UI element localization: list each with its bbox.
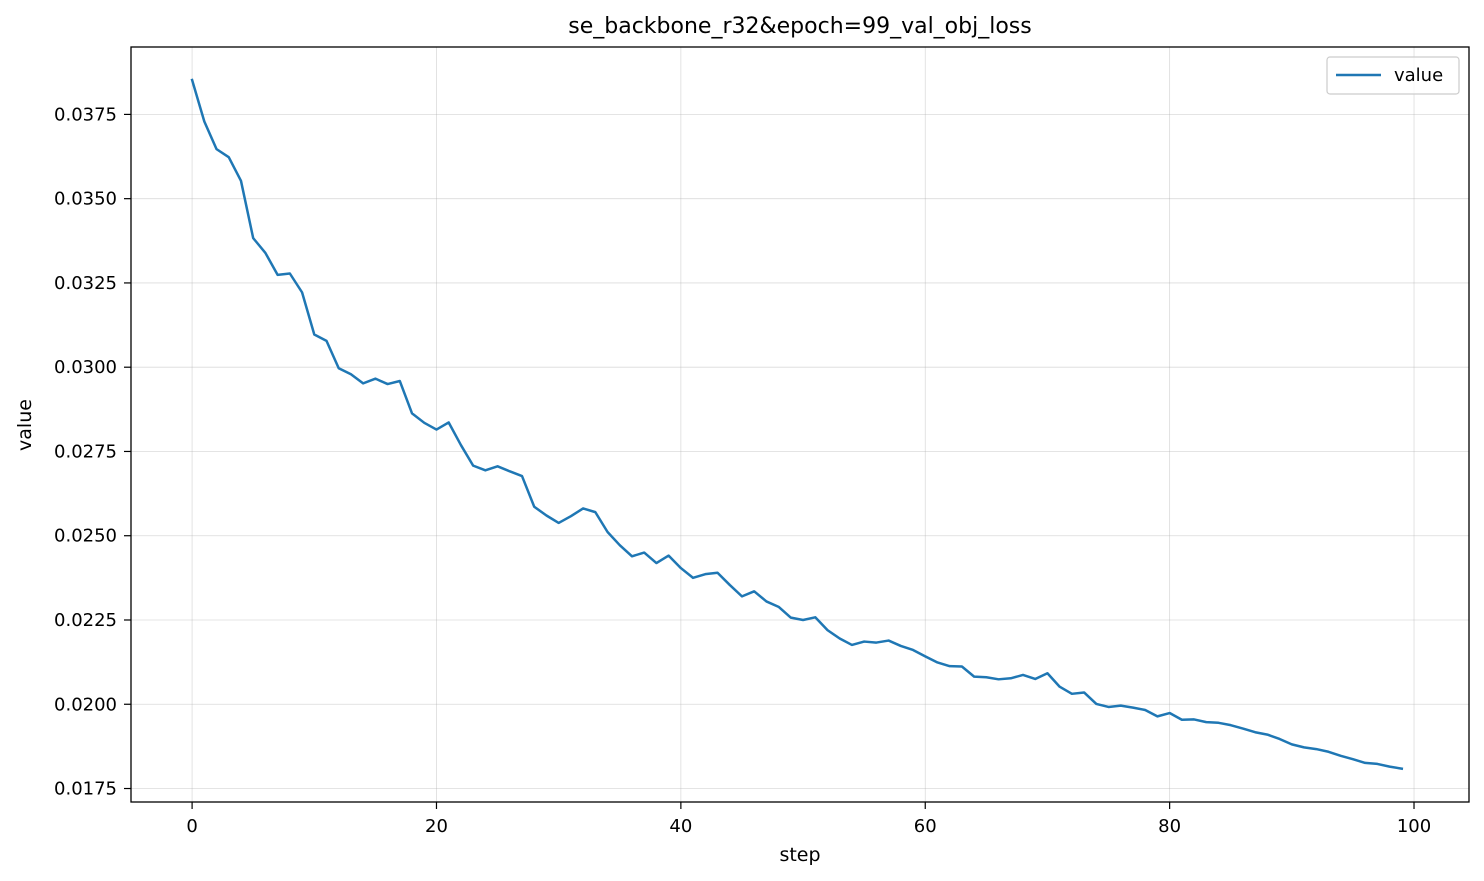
y-axis-label: value (14, 399, 36, 451)
y-tick-label: 0.0225 (54, 610, 117, 631)
y-tick-label: 0.0300 (54, 357, 117, 378)
x-tick-label: 40 (669, 816, 692, 837)
series-line-value (190, 78, 1404, 771)
plot-frame (130, 46, 1470, 803)
chart-title: se_backbone_r32&epoch=99_val_obj_loss (568, 14, 1031, 39)
series-layer (190, 78, 1404, 771)
y-tick-label: 0.0375 (54, 104, 117, 125)
x-axis-label: step (779, 844, 820, 866)
x-tick-label: 20 (425, 816, 448, 837)
legend: value (1326, 56, 1460, 95)
y-tick-label: 0.0275 (54, 441, 117, 462)
legend-box (1326, 56, 1460, 95)
x-tick-label: 60 (914, 816, 937, 837)
x-tick-label: 100 (1397, 816, 1431, 837)
y-axis-ticks: 0.0175 0.0200 0.0225 0.0250 0.0275 0.0300 0.03… (54, 104, 131, 800)
y-tick-label: 0.0200 (54, 694, 117, 715)
x-tick-label: 0 (186, 816, 197, 837)
x-tick-label: 80 (1158, 816, 1181, 837)
y-tick-label: 0.0250 (54, 526, 117, 547)
x-axis-ticks: 0 20 40 60 80 100 (186, 802, 1431, 837)
y-tick-label: 0.0350 (54, 189, 117, 210)
y-tick-label: 0.0175 (54, 779, 117, 800)
grid-lines (131, 47, 1469, 802)
y-tick-label: 0.0325 (54, 273, 117, 294)
legend-label: value (1394, 65, 1443, 86)
